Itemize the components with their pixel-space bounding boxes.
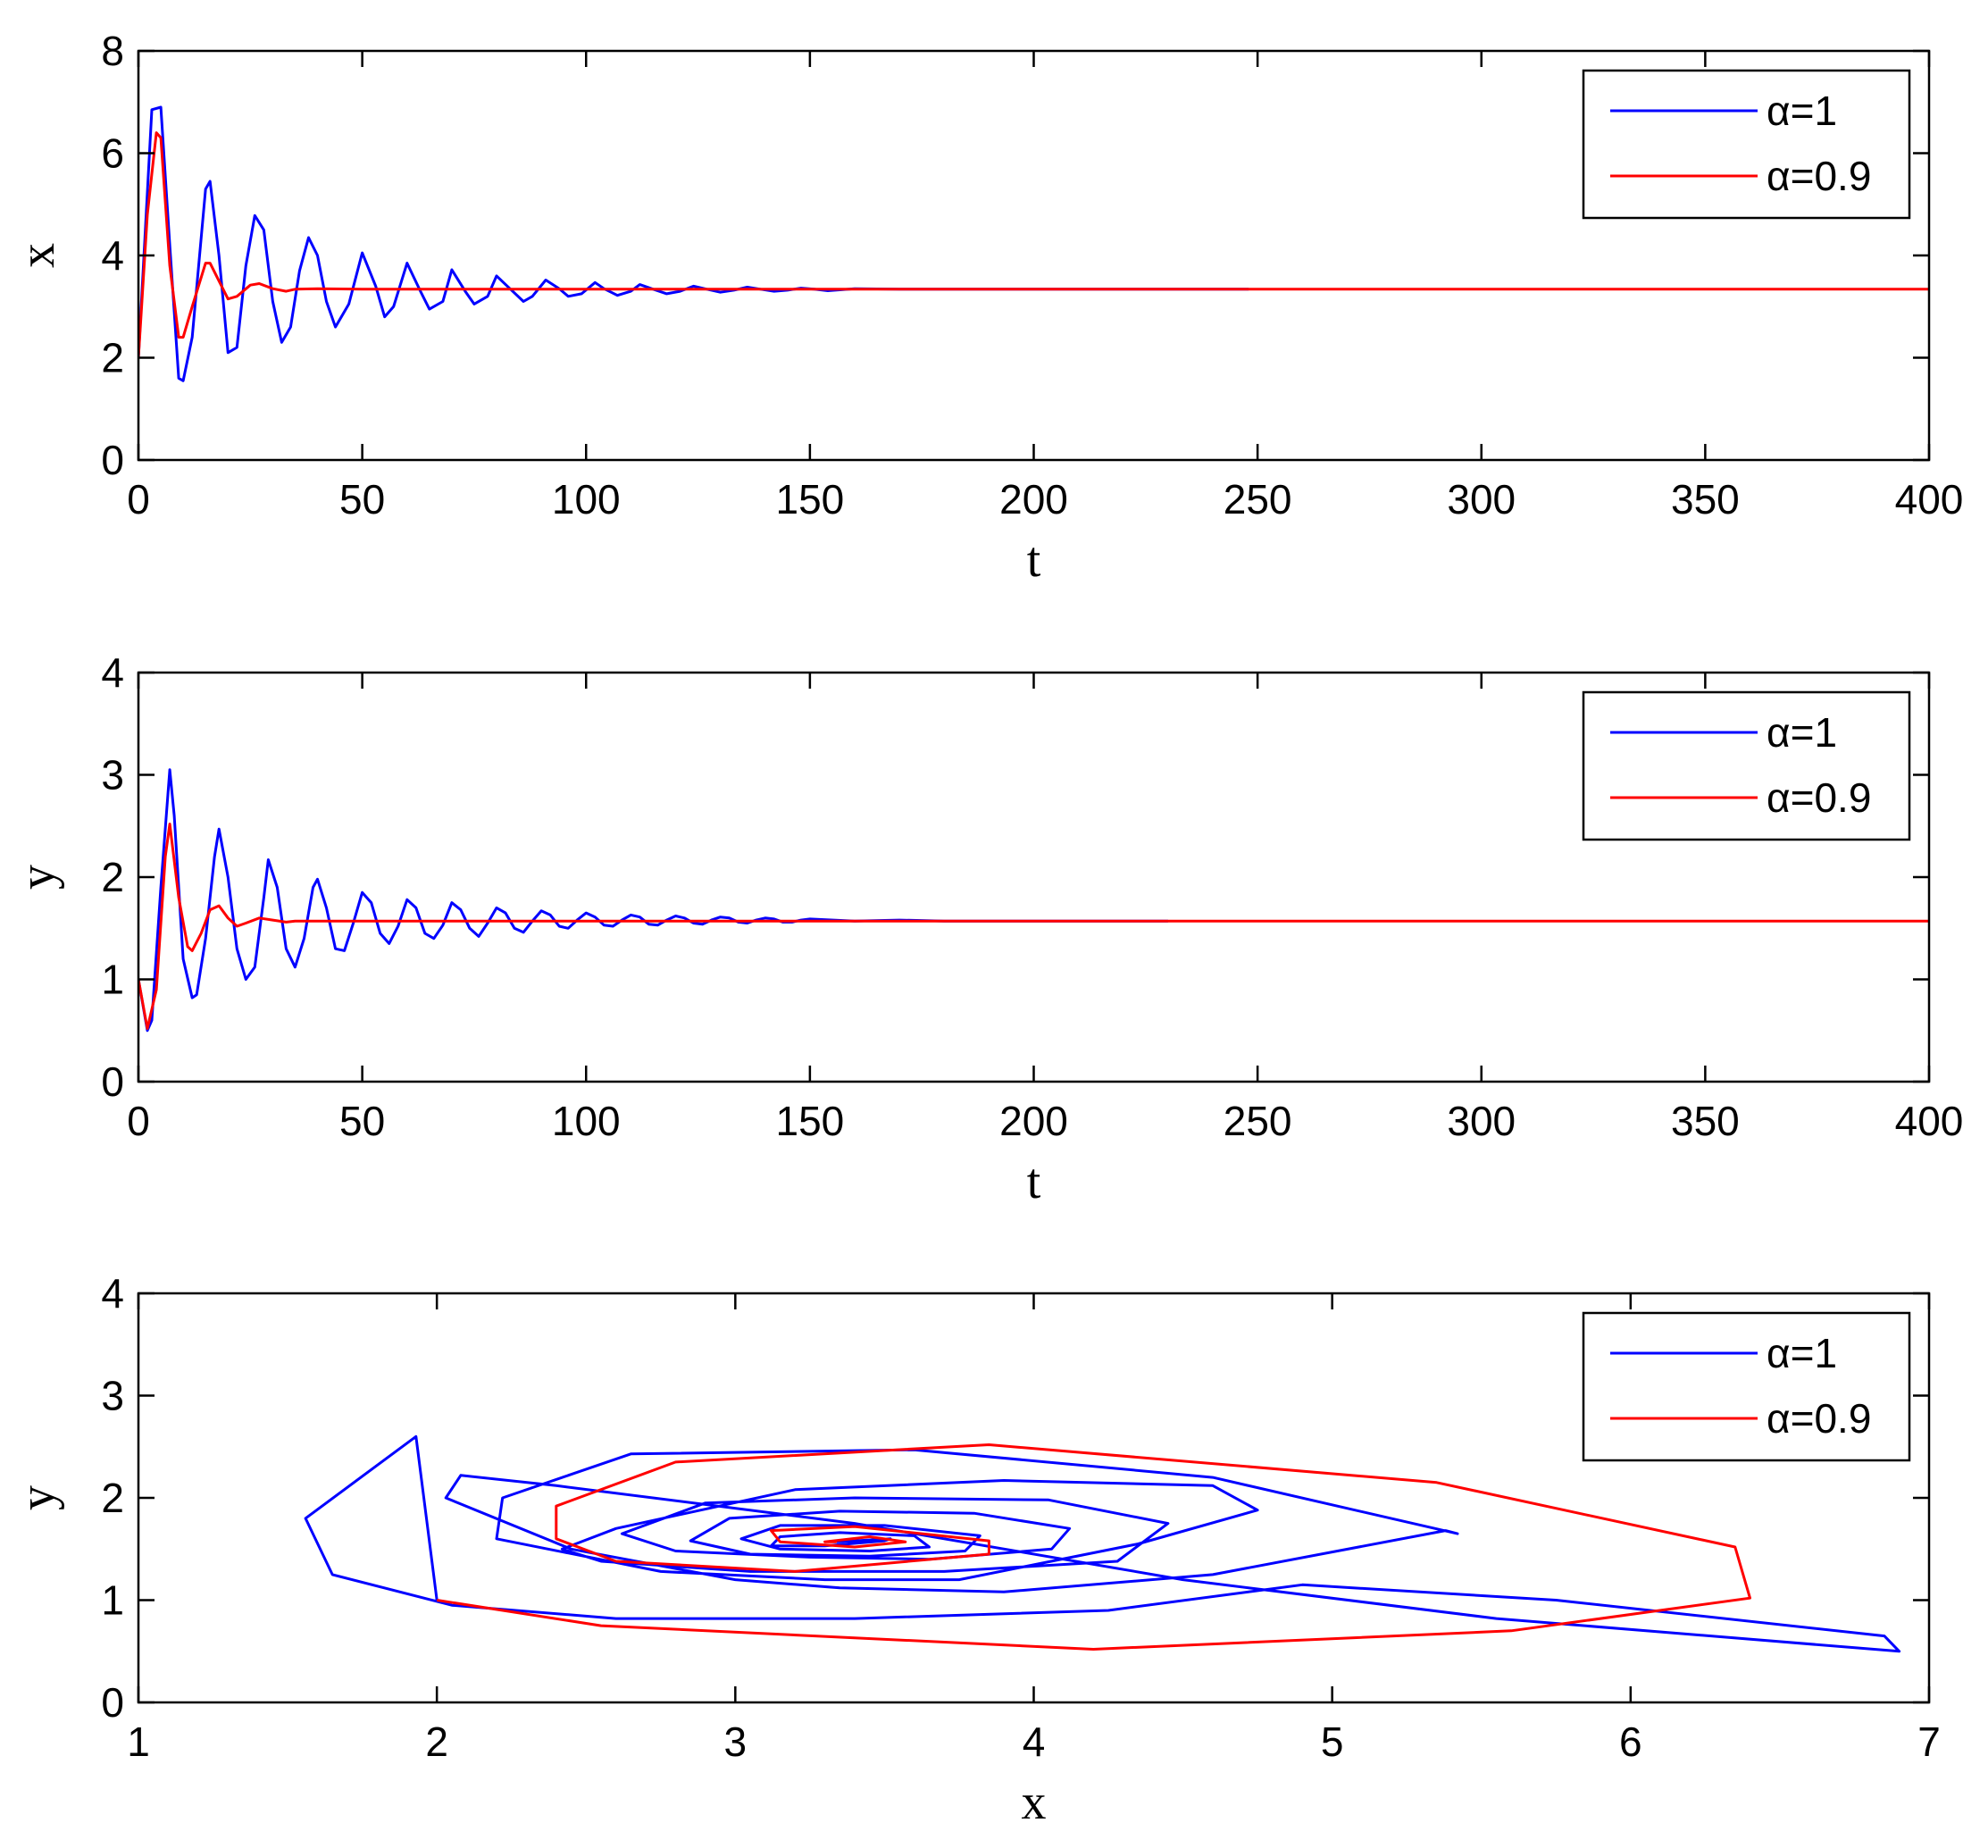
y-tick-label: 0	[101, 437, 124, 483]
y-tick-label: 2	[101, 335, 124, 381]
y-tick-label: 0	[101, 1058, 124, 1105]
y-tick-label: 6	[101, 130, 124, 177]
x-tick-label: 250	[1224, 476, 1292, 523]
legend-label: α=0.9	[1767, 774, 1871, 821]
legend-box	[1582, 69, 1911, 220]
x-tick-label: 400	[1895, 1098, 1964, 1144]
x-tick-label: 250	[1224, 1098, 1292, 1144]
series-line-alpha-0-9	[436, 1443, 1751, 1651]
x-tick-label: 6	[1619, 1718, 1642, 1765]
x-tick-label: 7	[1917, 1718, 1941, 1765]
x-tick-label: 100	[552, 1098, 621, 1144]
series-line-alpha-0-9	[138, 823, 1929, 1030]
legend: α=1 α=0.9	[1582, 69, 1911, 220]
y-tick-label: 4	[101, 1270, 124, 1317]
x-tick-label: 1	[127, 1718, 150, 1765]
x-tick-label: 50	[339, 1098, 385, 1144]
legend-box	[1582, 1311, 1911, 1462]
y-axis-label: y	[10, 865, 65, 890]
chart-y-vs-t: 0 50 100 150 200 250 300 350 400 0 1 2 3 4 t y α=1 α=0.9	[10, 649, 1963, 1209]
series-line-alpha-1	[138, 768, 1168, 1033]
legend-label: α=0.9	[1767, 153, 1871, 199]
x-tick-label: 400	[1895, 476, 1964, 523]
x-tick-label: 100	[552, 476, 621, 523]
x-axis-label: x	[1022, 1775, 1047, 1830]
y-tick-label: 0	[101, 1679, 124, 1726]
y-tick-label: 8	[101, 28, 124, 74]
x-tick-label: 3	[724, 1718, 748, 1765]
x-tick-label: 0	[127, 1098, 150, 1144]
legend-label: α=1	[1767, 1330, 1837, 1376]
x-tick-label: 300	[1447, 1098, 1516, 1144]
legend-label: α=0.9	[1767, 1395, 1871, 1442]
x-tick-label: 150	[776, 1098, 845, 1144]
y-axis-label: x	[10, 243, 65, 268]
x-tick-label: 0	[127, 476, 150, 523]
x-tick-label: 50	[339, 476, 385, 523]
x-tick-label: 4	[1023, 1718, 1046, 1765]
y-tick-label: 3	[101, 1373, 124, 1419]
x-axis-label: t	[1027, 532, 1041, 588]
legend-label: α=1	[1767, 88, 1837, 134]
x-tick-label: 2	[425, 1718, 448, 1765]
x-tick-label: 150	[776, 476, 845, 523]
chart-x-vs-t: 0 50 100 150 200 250 300 350 400 0 2 4 6 8 t x α=1 α=0.9	[10, 28, 1963, 588]
x-axis-label: t	[1027, 1154, 1041, 1209]
x-tick-label: 350	[1671, 1098, 1740, 1144]
y-tick-label: 1	[101, 957, 124, 1003]
x-tick-label: 200	[999, 476, 1068, 523]
y-axis-label: y	[10, 1485, 65, 1510]
y-tick-label: 4	[101, 232, 124, 279]
legend-label: α=1	[1767, 709, 1837, 756]
y-tick-label: 4	[101, 649, 124, 696]
legend: α=1 α=0.9	[1582, 1311, 1911, 1462]
legend-box	[1582, 690, 1911, 841]
x-tick-label: 5	[1321, 1718, 1344, 1765]
series-line-alpha-0-9	[138, 131, 1929, 358]
legend: α=1 α=0.9	[1582, 690, 1911, 841]
x-tick-label: 300	[1447, 476, 1516, 523]
x-tick-label: 200	[999, 1098, 1068, 1144]
series-line-alpha-1	[304, 1434, 1901, 1653]
y-tick-label: 2	[101, 854, 124, 900]
y-tick-label: 1	[101, 1577, 124, 1624]
y-tick-label: 3	[101, 752, 124, 799]
x-tick-label: 350	[1671, 476, 1740, 523]
y-tick-label: 2	[101, 1475, 124, 1521]
